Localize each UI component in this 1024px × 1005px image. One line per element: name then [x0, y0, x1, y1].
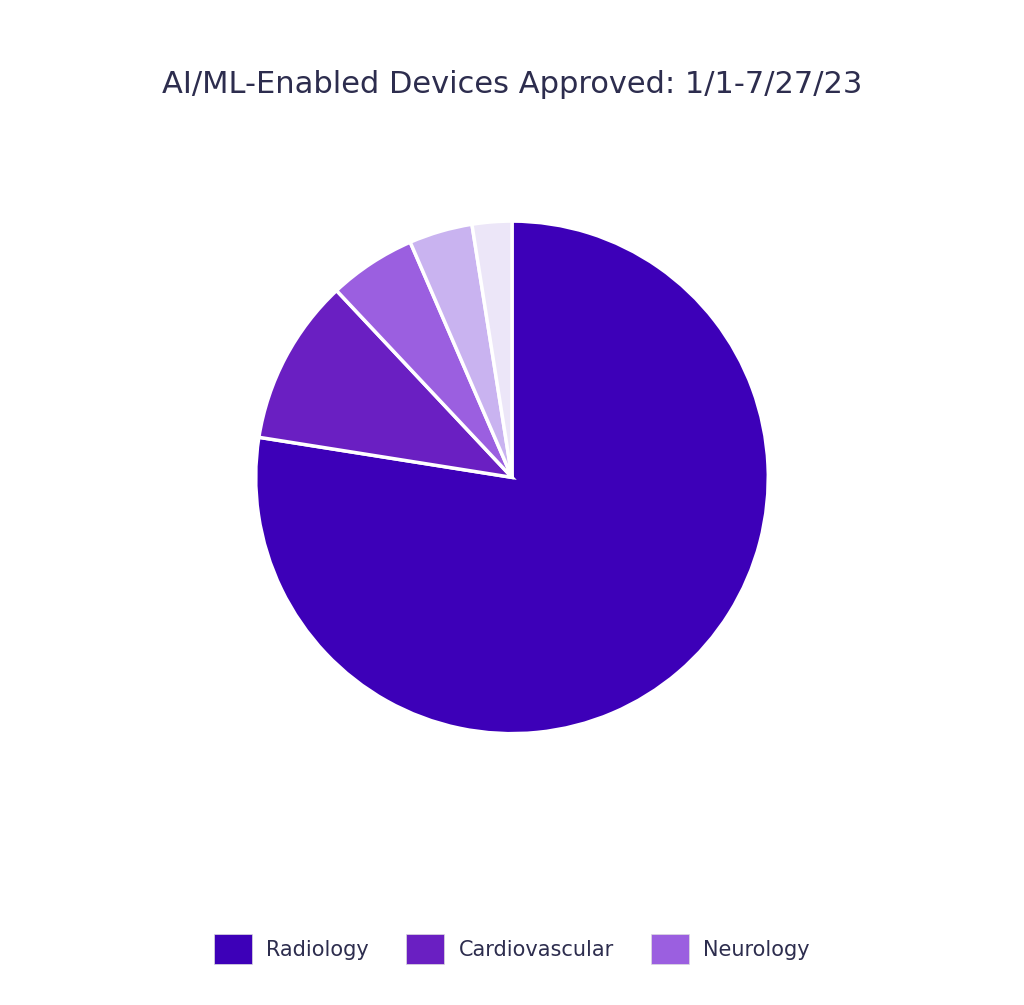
- Wedge shape: [337, 242, 512, 477]
- Text: AI/ML-Enabled Devices Approved: 1/1-7/27/23: AI/ML-Enabled Devices Approved: 1/1-7/27…: [162, 70, 862, 99]
- Wedge shape: [256, 221, 768, 734]
- Wedge shape: [259, 290, 512, 477]
- Wedge shape: [472, 221, 512, 477]
- Legend: Gastroenterology/Urology, Other: Gastroenterology/Urology, Other: [269, 997, 755, 1005]
- Wedge shape: [411, 224, 512, 477]
